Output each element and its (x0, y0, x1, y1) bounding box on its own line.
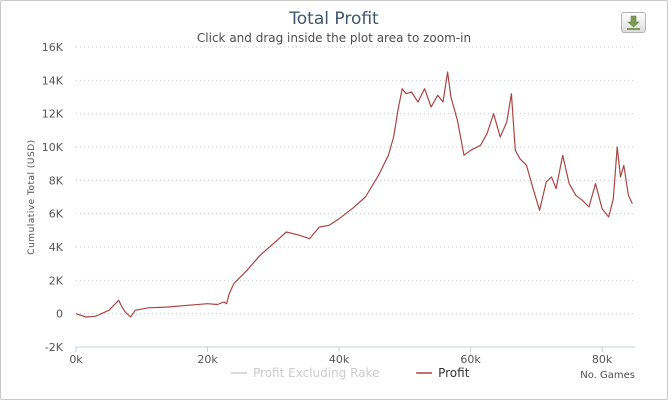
y-tick-label: 14K (42, 74, 64, 87)
y-axis-title: Cumulative Total (USD) (27, 139, 37, 254)
y-tick-label: -2K (45, 341, 64, 354)
download-icon (627, 15, 640, 30)
export-button[interactable] (621, 12, 646, 33)
chart-title: Total Profit (289, 9, 379, 29)
x-axis-title: No. Games (580, 370, 635, 381)
y-tick-label: 16K (42, 41, 64, 54)
y-tick-label: 8K (49, 174, 64, 187)
y-tick-label: 10K (42, 141, 64, 154)
x-tick-label: 20k (197, 353, 218, 366)
x-tick-label: 40k (329, 353, 350, 366)
x-tick-label: 0k (69, 353, 83, 366)
y-tick-label: 6K (49, 208, 64, 221)
x-tick-label: 80k (592, 353, 613, 366)
series-line-profit (75, 71, 633, 318)
legend-item[interactable]: Profit (438, 366, 470, 380)
y-tick-label: 12K (42, 108, 64, 121)
y-tick-label: 2K (49, 274, 64, 287)
y-tick-label: 4K (49, 241, 64, 254)
y-tick-label: 0 (56, 308, 63, 321)
chart-subtitle: Click and drag inside the plot area to z… (196, 31, 472, 45)
legend-item[interactable]: Profit Excluding Rake (253, 366, 379, 380)
x-tick-label: 60k (460, 353, 481, 366)
